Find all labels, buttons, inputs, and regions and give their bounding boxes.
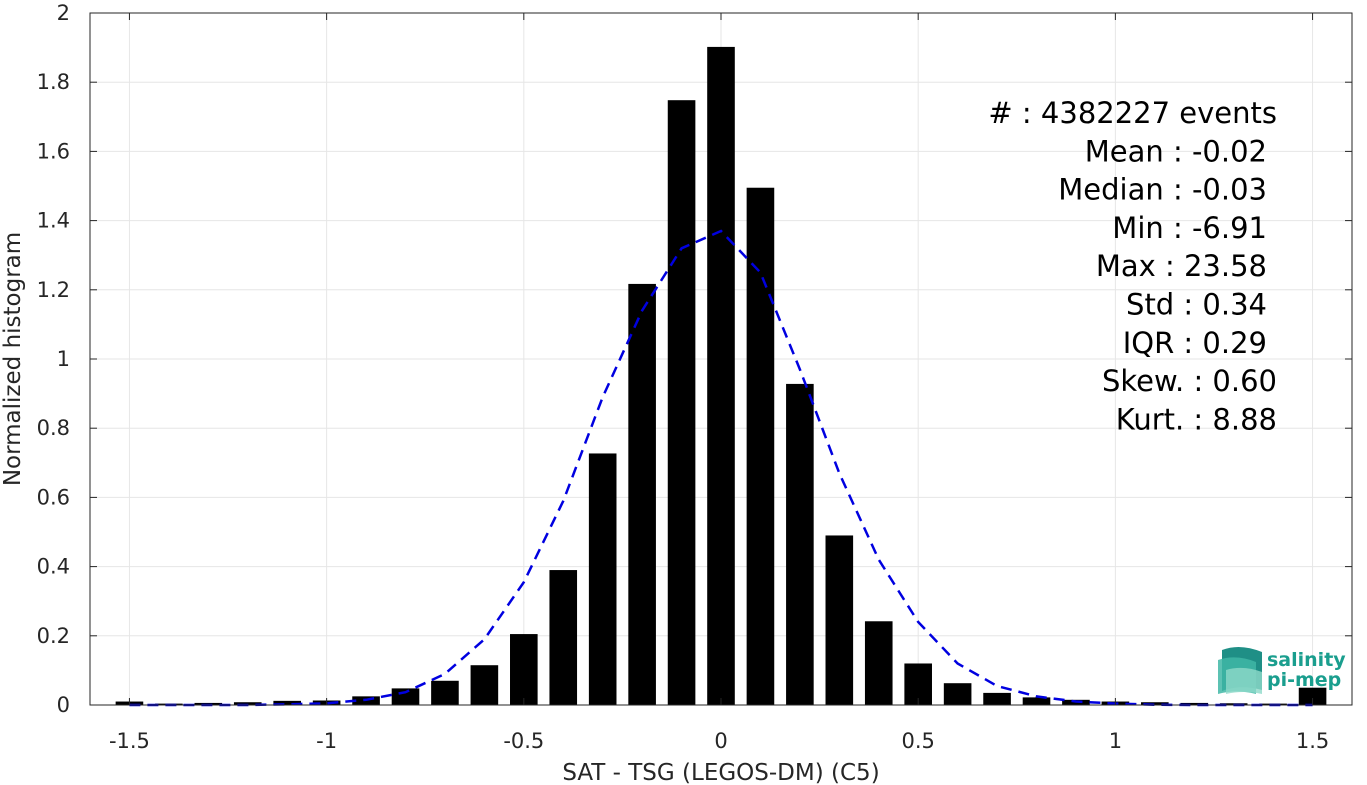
- y-tick-label: 1.2: [37, 278, 70, 302]
- histogram-bar: [983, 692, 1011, 705]
- histogram-bar: [1298, 687, 1327, 705]
- logo-line-1: salinity: [1267, 649, 1346, 671]
- y-tick-label: 1.4: [37, 209, 70, 233]
- histogram-bar: [588, 453, 617, 705]
- x-tick-label: -1: [316, 729, 337, 753]
- y-tick-label: 0.2: [37, 624, 70, 648]
- stat-line: Median : -0.03: [1058, 173, 1267, 207]
- histogram-bar: [786, 383, 814, 705]
- y-tick-label: 2: [57, 1, 70, 25]
- stat-line: Min : -6.91: [1112, 211, 1267, 245]
- x-tick-label: 0.5: [901, 729, 934, 753]
- y-tick-label: 0.6: [37, 485, 70, 509]
- histogram-bar: [864, 621, 893, 705]
- statistics-annotation: # : 4382227 events Mean : -0.02 Median : -…: [988, 96, 1277, 436]
- histogram-bar: [549, 570, 578, 705]
- histogram-bar: [746, 187, 775, 706]
- logo-line-2: pi-mep: [1267, 669, 1341, 691]
- x-tick-label: 0: [714, 729, 727, 753]
- y-tick-label: 0: [57, 693, 70, 717]
- histogram-bar: [1022, 697, 1051, 705]
- histogram-bar: [1141, 702, 1169, 705]
- y-tick-label: 0.4: [37, 555, 70, 579]
- histogram-bar: [943, 683, 972, 705]
- y-tick-label: 0.8: [37, 416, 70, 440]
- stat-line: Skew. : 0.60: [1102, 364, 1277, 398]
- stat-line: IQR : 0.29: [1123, 326, 1267, 360]
- histogram-bar: [707, 46, 735, 705]
- stat-line: Kurt. : 8.88: [1116, 402, 1277, 436]
- histogram-bar: [825, 535, 854, 705]
- y-tick-label: 1.6: [37, 139, 70, 163]
- salinity-pi-mep-logo: salinity pi-mep: [1218, 646, 1346, 694]
- histogram-bar: [667, 100, 696, 705]
- y-axis-ticks: 0 0.2 0.4 0.6 0.8 1 1.2 1.4 1.6 1.8 2: [37, 1, 1352, 717]
- histogram-bar: [470, 665, 499, 705]
- y-tick-label: 1: [57, 347, 70, 371]
- x-tick-label: -0.5: [503, 729, 544, 753]
- histogram-bar: [431, 680, 459, 705]
- x-tick-label: 1: [1109, 729, 1122, 753]
- x-tick-label: -1.5: [109, 729, 150, 753]
- stat-line: # : 4382227 events: [988, 96, 1277, 130]
- stat-line: Mean : -0.02: [1085, 134, 1267, 168]
- x-tick-label: 1.5: [1296, 729, 1329, 753]
- histogram-bar: [273, 700, 301, 705]
- logo-wave-icon: [1218, 646, 1262, 694]
- y-tick-label: 1.8: [37, 70, 70, 94]
- stat-line: Max : 23.58: [1096, 249, 1267, 283]
- histogram-bar: [510, 634, 538, 705]
- x-axis-label: SAT - TSG (LEGOS-DM) (C5): [562, 760, 879, 785]
- histogram-bar: [233, 702, 262, 705]
- histogram-bar: [1180, 702, 1209, 705]
- y-axis-label: Normalized histogram: [0, 232, 26, 486]
- stat-line: Std : 0.34: [1126, 288, 1267, 322]
- x-axis-ticks: -1.5 -1 -0.5 0 0.5 1 1.5: [109, 13, 1329, 753]
- histogram-bar: [628, 283, 656, 705]
